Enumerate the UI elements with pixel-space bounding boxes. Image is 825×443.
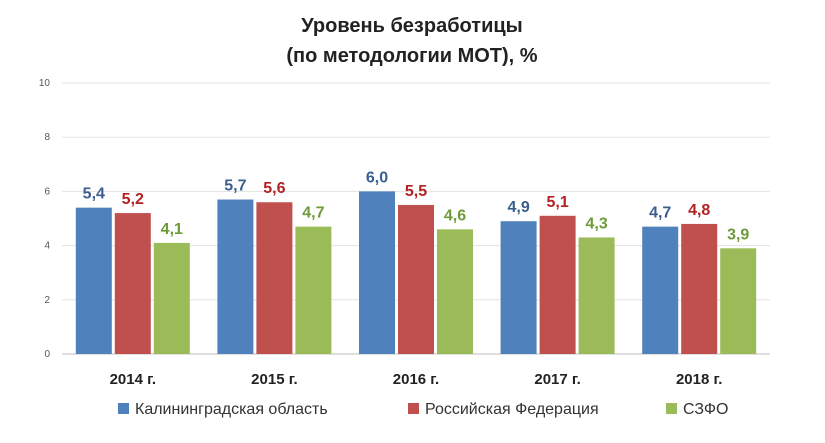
bar-2-2	[256, 202, 293, 354]
x-tick-label: 2018 г.	[676, 371, 722, 388]
data-label: 5,7	[224, 178, 246, 195]
data-label: 4,7	[302, 205, 324, 222]
bars	[75, 191, 757, 354]
data-labels: 5,4 5,2 4,1 5,7 5,6 4,7 6,0 5,5 4,6 4,9 5,1 4,3 4,7 4…	[83, 169, 750, 243]
data-label: 4,3	[585, 215, 607, 232]
bar-2-1	[114, 213, 151, 354]
data-label: 4,9	[507, 199, 529, 216]
data-label: 4,1	[161, 221, 183, 238]
bar-1-2	[217, 199, 254, 354]
data-label: 4,6	[444, 207, 466, 224]
x-tick-label: 2015 г.	[251, 371, 297, 388]
data-label: 4,7	[649, 205, 671, 222]
legend-label: СЗФО	[683, 401, 728, 418]
bar-3-5	[720, 248, 757, 354]
data-label: 5,5	[405, 183, 427, 200]
y-tick-label: 0	[44, 349, 50, 360]
data-label: 5,4	[83, 186, 105, 203]
legend-label: Российская Федерация	[425, 401, 599, 418]
x-tick-label: 2016 г.	[393, 371, 439, 388]
chart-title-line-1: Уровень безработицы	[301, 15, 523, 37]
bar-2-3	[398, 204, 434, 354]
data-label: 3,9	[727, 226, 749, 243]
bar-2-5	[681, 223, 718, 354]
y-tick-label: 2	[44, 295, 50, 306]
y-tick-label: 4	[44, 241, 50, 252]
y-tick-label: 10	[39, 78, 51, 89]
y-tick-label: 8	[44, 132, 50, 143]
bar-2-4	[539, 215, 576, 354]
data-label: 5,2	[122, 191, 144, 208]
legend-swatch	[666, 403, 677, 414]
legend: Калининградская область Российская Федера…	[118, 401, 728, 418]
data-label: 6,0	[366, 169, 388, 186]
bar-1-1	[75, 207, 112, 354]
y-tick-label: 6	[44, 186, 50, 197]
bar-1-5	[642, 226, 679, 354]
bar-3-4	[578, 237, 615, 354]
x-tick-label: 2017 г.	[534, 371, 580, 388]
legend-label: Калининградская область	[135, 401, 328, 418]
x-axis-ticks: 2014 г. 2015 г. 2016 г. 2017 г. 2018 г.	[110, 371, 723, 388]
y-axis-ticks: 0 2 4 6 8 10	[39, 78, 51, 360]
data-label: 5,1	[546, 194, 568, 211]
data-label: 5,6	[263, 180, 285, 197]
chart-title-line-2: (по методологии МОТ), %	[286, 45, 537, 67]
bar-3-3	[437, 229, 473, 354]
x-tick-label: 2014 г.	[110, 371, 156, 388]
bar-3-2	[295, 226, 332, 354]
legend-swatch	[408, 403, 419, 414]
bar-1-3	[359, 191, 395, 354]
bar-1-4	[500, 221, 537, 354]
data-label: 4,8	[688, 202, 710, 219]
legend-swatch	[118, 403, 129, 414]
bar-3-1	[153, 242, 190, 354]
